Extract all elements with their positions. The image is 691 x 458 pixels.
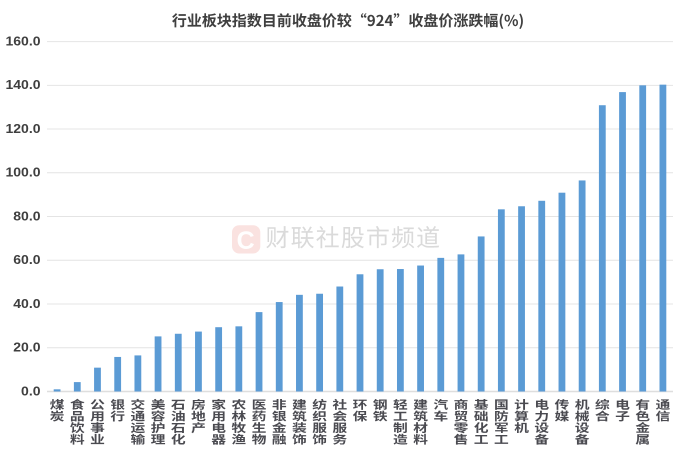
svg-text:140.0: 140.0 [5, 78, 40, 92]
svg-text:160.0: 160.0 [5, 34, 40, 48]
svg-text:80.0: 80.0 [13, 209, 40, 223]
svg-text:120.0: 120.0 [5, 122, 40, 136]
svg-text:40.0: 40.0 [13, 297, 40, 311]
svg-text:60.0: 60.0 [13, 253, 40, 267]
svg-text:20.0: 20.0 [13, 340, 40, 354]
svg-text:0.0: 0.0 [21, 384, 40, 398]
svg-text:C: C [237, 227, 255, 255]
svg-text:100.0: 100.0 [5, 165, 40, 179]
